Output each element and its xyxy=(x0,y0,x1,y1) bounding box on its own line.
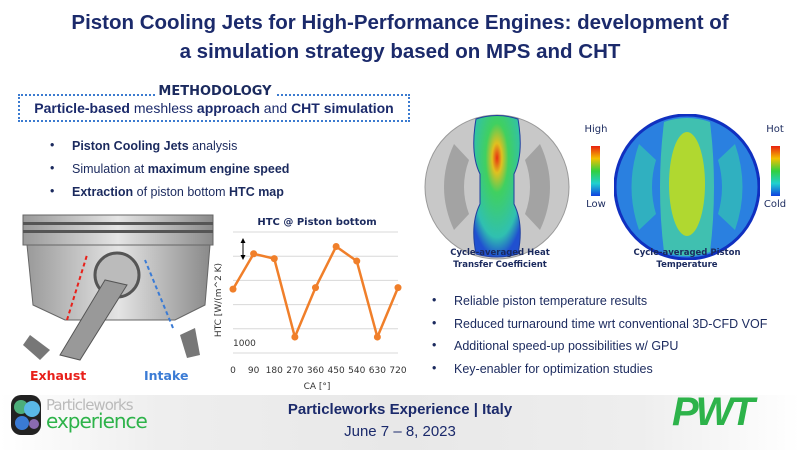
text-run: Piston Cooling Jets xyxy=(72,139,189,153)
htc-colorbar xyxy=(591,146,600,196)
x-tick-label: 180 xyxy=(266,366,283,376)
data-point xyxy=(270,255,278,263)
temp-legend-hot: Hot xyxy=(766,124,784,135)
text-run: CHT simulation xyxy=(291,100,394,116)
footer-band: Particleworks Experience | Italy June 7 … xyxy=(0,395,800,450)
htc-legend-high: High xyxy=(584,124,608,135)
y-axis-label: HTC [W/(m^2 K) xyxy=(214,263,224,337)
intake-jet-arrow xyxy=(144,259,174,329)
text-run: of piston bottom xyxy=(133,185,230,199)
piston-illustration xyxy=(22,214,214,361)
x-tick-label: 360 xyxy=(307,366,324,376)
text-run: maximum engine speed xyxy=(147,162,290,176)
data-point xyxy=(394,284,402,292)
text-run: HTC map xyxy=(229,185,284,199)
pwt-logo: PWT xyxy=(672,390,755,434)
logo-particleworks-text: Particleworks xyxy=(46,396,134,414)
htc-series-line xyxy=(231,244,400,341)
data-point xyxy=(332,243,340,251)
text-run: and xyxy=(259,100,292,116)
data-point xyxy=(312,284,319,292)
y-tick-label: 1000 xyxy=(233,339,256,349)
bullet-item: Key-enabler for optimization studies xyxy=(430,361,767,385)
text-run: approach xyxy=(196,100,260,116)
delta-arrowheads xyxy=(240,238,246,260)
temp-caption: Cycle-averaged Piston Temperature xyxy=(633,248,741,270)
text-run: meshless xyxy=(129,100,197,116)
bullet-item: Reliable piston temperature results xyxy=(430,293,767,317)
x-axis-label: CA [°] xyxy=(304,382,331,390)
event-dates: June 7 – 8, 2023 xyxy=(344,423,456,440)
title-line-2: a simulation strategy based on MPS and C… xyxy=(179,40,621,63)
x-tick-label: 270 xyxy=(286,366,303,376)
bullet-item: Simulation at maximum engine speed xyxy=(48,161,290,185)
data-point xyxy=(353,257,361,265)
htc-contour-image xyxy=(424,114,570,260)
x-tick-label: 720 xyxy=(389,366,406,376)
x-tick-label: 0 xyxy=(230,366,236,376)
htc-chart: HTC @ Piston bottom HTC [W/(m^2 K) CA [°… xyxy=(214,217,407,390)
temp-legend-cold: Cold xyxy=(763,199,787,210)
temp-colorbar xyxy=(771,146,780,196)
text-run: Extraction xyxy=(72,185,134,199)
data-point xyxy=(373,333,381,341)
bullet-item: Piston Cooling Jets analysis xyxy=(48,138,289,162)
left-bullet-list: Piston Cooling Jets analysisSimulation a… xyxy=(48,138,290,208)
text-run: Particle-based xyxy=(34,100,130,116)
slide-title: Piston Cooling Jets for High-Performance… xyxy=(0,8,800,66)
bullet-item: Additional speed-up possibilities w/ GPU xyxy=(430,338,767,362)
x-tick-label: 540 xyxy=(348,366,365,376)
title-line-1: Piston Cooling Jets for High-Performance… xyxy=(71,11,729,34)
bullet-item: Extraction of piston bottom HTC map xyxy=(48,184,289,208)
intake-label: Intake xyxy=(144,368,189,383)
chart-title: HTC @ Piston bottom xyxy=(257,217,376,228)
particleworks-logo-icon xyxy=(11,395,41,435)
htc-legend-low: Low xyxy=(586,199,606,210)
exhaust-label: Exhaust xyxy=(30,368,87,383)
x-tick-label: 450 xyxy=(328,366,345,376)
text-run: Simulation at xyxy=(72,162,148,176)
bullet-item: Reduced turnaround time wrt conventional… xyxy=(430,316,767,340)
methodology-label: METHODOLOGY xyxy=(155,84,275,99)
data-point xyxy=(291,333,299,341)
particleworks-logo: Particleworks experience xyxy=(10,392,155,442)
right-bullet-list: Reliable piston temperature results Redu… xyxy=(430,293,767,385)
text-run: analysis xyxy=(188,139,238,153)
x-tick-label: 90 xyxy=(248,366,260,376)
exhaust-jet-arrow xyxy=(66,254,88,321)
temperature-contour-image xyxy=(614,114,760,260)
data-point xyxy=(229,285,237,293)
x-tick-label: 630 xyxy=(369,366,386,376)
htc-caption: Cycle-averaged Heat Transfer Coefficient xyxy=(450,248,550,270)
event-name: Particleworks Experience | Italy xyxy=(287,401,513,418)
data-point xyxy=(250,250,258,258)
logo-experience-text: experience xyxy=(46,409,148,433)
